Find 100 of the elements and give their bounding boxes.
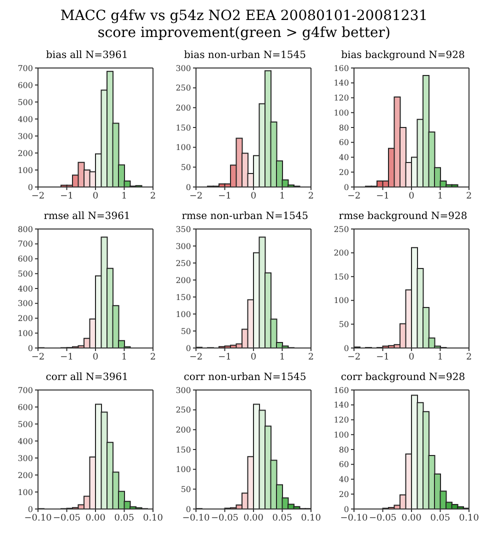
- y-tick-label: 160: [334, 64, 349, 73]
- text: score improvement(green > g4fw better): [96, 25, 392, 42]
- x-tick-label: 2: [308, 352, 314, 362]
- y-tick-label: 100: [18, 166, 33, 175]
- chart-title: bias non-urban N=1545: [183, 50, 307, 63]
- y-tick-label: 700: [18, 64, 33, 73]
- x-tick-label: 0: [408, 191, 415, 202]
- y-tick-label: 100: [334, 108, 349, 118]
- y-tick-label: 500: [18, 98, 33, 107]
- chart-title: bias background N=928: [340, 50, 466, 63]
- y-tick-label: 100: [334, 296, 349, 306]
- y-tick-label: 200: [334, 248, 349, 258]
- y-tick-label: 120: [334, 94, 349, 103]
- x-tick-label: 1: [279, 191, 286, 202]
- y-tick-label: 150: [176, 292, 191, 302]
- y-tick-label: 50: [180, 163, 191, 172]
- x-tick-label: 0.10: [142, 513, 164, 524]
- y-tick-label: 40: [338, 475, 349, 484]
- chart-title: rmse background N=928: [338, 211, 468, 224]
- x-tick-label: 2: [466, 352, 472, 362]
- y-tick-label: 300: [176, 386, 191, 395]
- x-tick-label: −1: [218, 352, 232, 362]
- y-tick-label: 600: [18, 402, 33, 412]
- y-tick-label: 80: [338, 445, 349, 454]
- x-tick-label: −2: [347, 352, 361, 362]
- x-tick-label: −1: [376, 191, 390, 202]
- y-tick-label: 300: [18, 454, 33, 463]
- y-tick-label: 60: [338, 138, 349, 148]
- x-tick-label: −2: [347, 191, 361, 202]
- y-tick-label: 700: [18, 240, 33, 249]
- x-tick-label: −2: [31, 352, 45, 362]
- chart-title: corr background N=928: [340, 372, 466, 385]
- x-tick-label: 0: [408, 352, 415, 362]
- y-tick-label: 100: [176, 143, 191, 152]
- y-tick-label: 100: [176, 465, 191, 474]
- y-tick-label: 80: [338, 123, 349, 132]
- y-tick-label: 300: [18, 299, 33, 308]
- y-tick-label: 50: [180, 485, 191, 494]
- x-tick-label: −0.05: [210, 513, 239, 524]
- x-tick-label: 1: [279, 352, 286, 362]
- x-tick-label: 0.10: [300, 513, 322, 524]
- x-tick-label: 0: [92, 352, 99, 362]
- y-tick-label: 200: [176, 276, 191, 285]
- x-tick-label: 2: [466, 191, 472, 202]
- y-tick-label: 200: [18, 148, 33, 158]
- y-tick-label: 0: [28, 182, 33, 192]
- x-tick-label: 0: [250, 352, 257, 362]
- y-tick-label: 250: [176, 406, 191, 415]
- y-tick-label: 0: [344, 182, 349, 192]
- x-tick-label: 0.00: [401, 513, 422, 524]
- x-tick-label: −2: [189, 352, 203, 362]
- x-tick-label: 0: [250, 191, 257, 202]
- text: MACC g4fw vs g54z NO2 EEA 20080101-20081231: [59, 8, 429, 25]
- x-tick-label: 1: [437, 191, 444, 202]
- y-tick-label: 300: [176, 64, 191, 73]
- x-tick-label: 1: [121, 352, 128, 362]
- x-tick-label: −1: [60, 352, 74, 362]
- x-tick-label: 0.00: [85, 513, 106, 524]
- y-tick-label: 200: [176, 104, 191, 113]
- x-tick-label: −0.05: [52, 513, 81, 524]
- x-tick-label: 2: [150, 352, 156, 362]
- y-tick-label: 40: [338, 153, 349, 162]
- y-tick-label: 200: [18, 314, 33, 324]
- y-tick-label: 350: [176, 224, 191, 234]
- y-tick-label: 800: [18, 224, 33, 234]
- x-tick-label: −0.05: [368, 513, 397, 524]
- x-tick-label: 0.05: [114, 513, 135, 524]
- x-tick-label: −2: [189, 191, 203, 202]
- y-tick-label: 0: [28, 344, 33, 353]
- x-tick-label: −1: [218, 191, 232, 202]
- x-tick-label: −1: [60, 191, 74, 202]
- y-tick-label: 250: [176, 258, 191, 268]
- y-tick-label: 0: [186, 344, 191, 353]
- y-tick-label: 100: [18, 328, 33, 338]
- y-tick-label: 250: [334, 224, 349, 234]
- y-tick-label: 200: [176, 426, 191, 435]
- y-tick-label: 160: [334, 386, 349, 395]
- y-tick-label: 50: [338, 320, 349, 330]
- y-tick-label: 300: [176, 242, 191, 251]
- x-tick-label: 2: [308, 191, 314, 202]
- y-tick-label: 60: [338, 460, 349, 470]
- y-tick-label: 100: [334, 430, 349, 440]
- chart-title: rmse non-urban N=1545: [180, 211, 310, 224]
- y-tick-label: 0: [186, 504, 191, 514]
- y-tick-label: 600: [18, 80, 33, 90]
- x-tick-label: 0.05: [272, 513, 293, 524]
- y-tick-label: 100: [176, 310, 191, 319]
- chart-title: corr all N=3961: [44, 372, 130, 385]
- x-tick-label: −0.10: [24, 513, 52, 524]
- x-tick-label: 0.00: [243, 513, 264, 524]
- y-tick-label: 150: [334, 272, 349, 282]
- y-tick-label: 300: [18, 132, 33, 141]
- y-tick-label: 140: [334, 400, 349, 410]
- y-tick-label: 0: [344, 344, 349, 353]
- y-tick-label: 150: [176, 123, 191, 132]
- x-tick-label: −2: [31, 191, 45, 202]
- y-tick-label: 0: [186, 182, 191, 192]
- x-tick-label: 0.10: [458, 513, 480, 524]
- x-tick-label: −0.10: [340, 513, 368, 524]
- y-tick-label: 400: [18, 284, 33, 294]
